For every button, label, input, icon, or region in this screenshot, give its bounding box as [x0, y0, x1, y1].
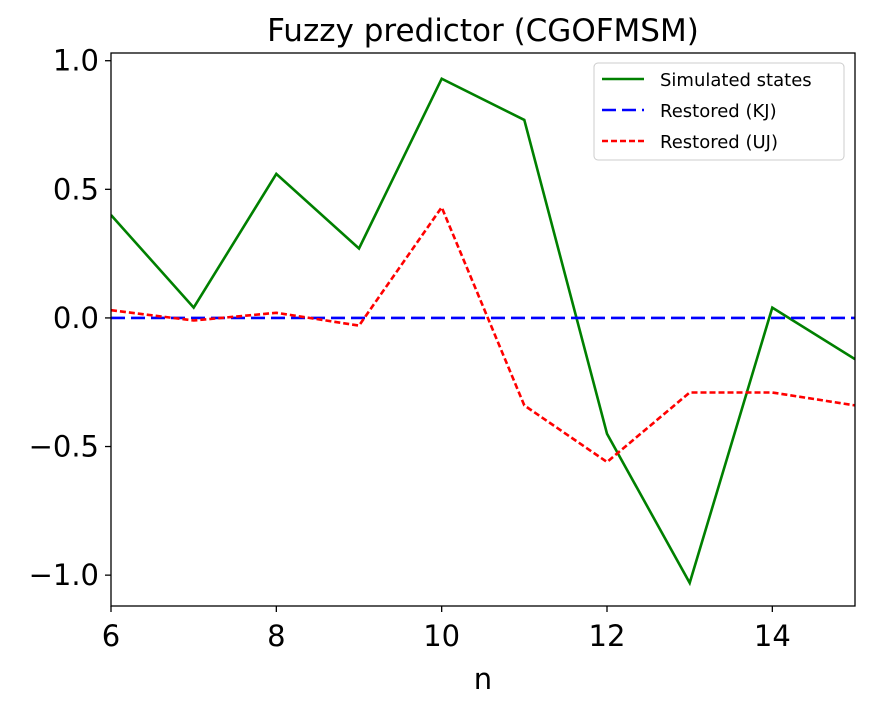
x-axis-label: n	[474, 662, 492, 696]
axes-frame	[110, 52, 856, 607]
legend-label: Simulated states	[660, 70, 812, 91]
x-tick-label: 8	[267, 619, 285, 653]
legend-label: Restored (UJ)	[660, 132, 778, 153]
y-tick-label: 1.0	[53, 44, 99, 78]
legend-box	[593, 62, 845, 161]
legend: Simulated states Restored (KJ) Restored (U…	[593, 62, 845, 161]
x-tick-label: 12	[589, 619, 626, 653]
x-tick-label: 10	[423, 619, 460, 653]
x-tick-label: 14	[754, 619, 791, 653]
y-tick-label: −1.0	[29, 558, 99, 592]
y-tick-label: 0.0	[53, 301, 99, 335]
axis-ticks: 6 8 10 12 14 1.0 0.5 0.0 −0.5 −1.0	[29, 44, 791, 653]
x-tick-label: 6	[102, 619, 120, 653]
legend-label: Restored (KJ)	[660, 101, 777, 122]
plot-area	[111, 76, 855, 587]
y-tick-label: 0.5	[53, 172, 99, 206]
series-line-1	[111, 76, 855, 587]
chart-title: Fuzzy predictor (CGOFMSM)	[267, 13, 699, 49]
y-tick-label: −0.5	[29, 430, 99, 464]
series-line-3	[111, 204, 855, 464]
